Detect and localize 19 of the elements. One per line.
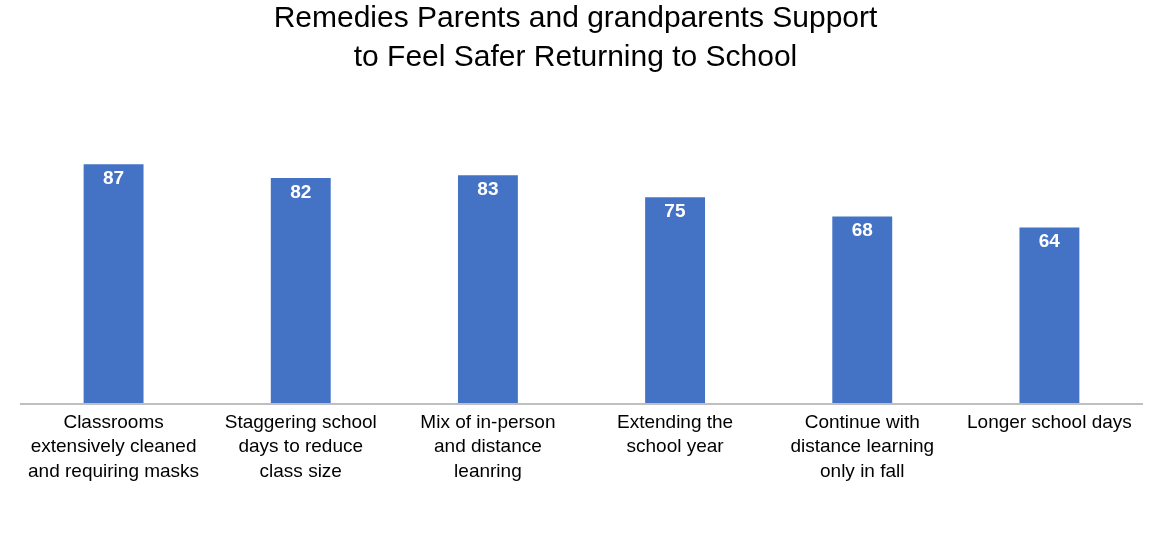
data-label: 64 [1038,230,1061,252]
x-tick-label: Staggering school days to reduce class size [224,410,377,481]
x-tick-label: Continue with distance learning only in fall [790,410,935,481]
x-tick-label: Mix of in-person and distance leanring [420,410,556,481]
bar [270,178,331,403]
data-label: 83 [477,178,499,200]
x-tick-label: Longer school days [967,410,1132,432]
bar [83,164,144,403]
data-label: 87 [103,167,125,189]
bar [1019,227,1080,403]
bar [457,175,518,403]
data-label: 68 [851,219,873,241]
x-tick-label: Extending the school year [616,410,734,457]
bar [832,216,893,403]
data-label: 82 [290,181,312,203]
data-label: 75 [664,200,686,222]
chart-title: Remedies Parents and grandparents Support to Feel Safer Returning to School [273,0,879,73]
x-tick-label: Classrooms extensively cleaned and requiring masks [28,410,200,481]
bar [645,197,706,403]
